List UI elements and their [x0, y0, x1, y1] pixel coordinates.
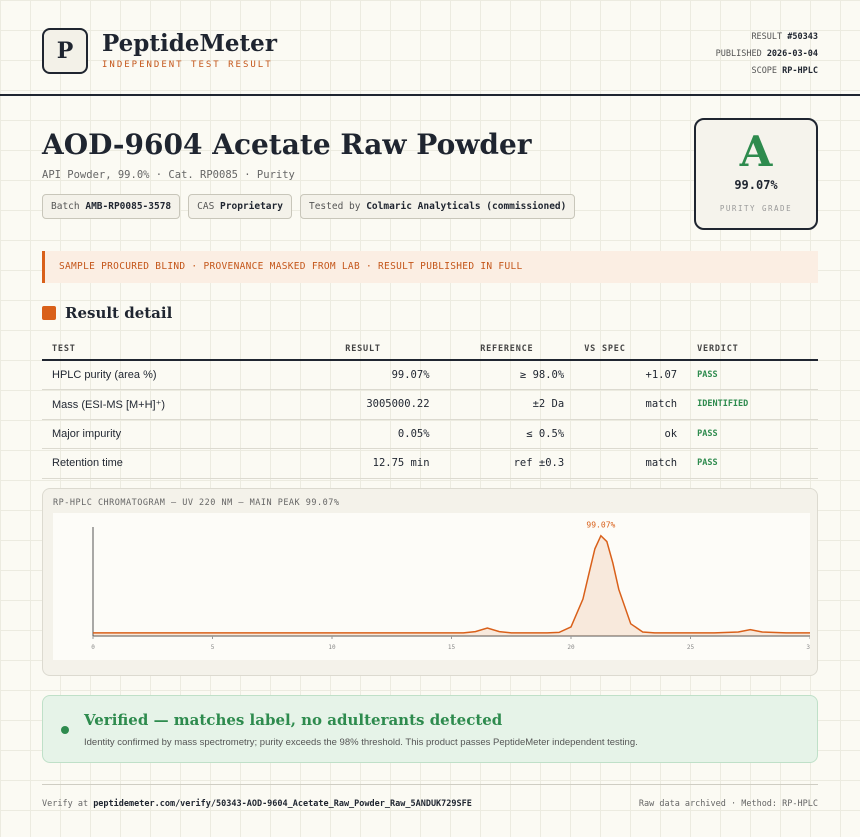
product-title: AOD-9604 Acetate Raw Powder: [42, 128, 532, 161]
x-tick-label: 30: [806, 644, 810, 651]
table-cell: ≥ 98.0%: [439, 360, 575, 390]
table-cell: ok: [574, 419, 688, 449]
table-cell: +1.07: [574, 360, 688, 390]
table-cell: Retention time: [42, 448, 287, 479]
section-title: Result detail: [65, 304, 173, 322]
table-cell: Mass (ESI-MS [M+H]⁺): [42, 389, 287, 420]
meta-row: SCOPE RP-HPLC: [716, 63, 818, 80]
chart-title: RP-HPLC CHROMATOGRAM — UV 220 NM — MAIN …: [53, 498, 340, 508]
table-cell: PASS: [687, 419, 818, 449]
chip-label: Batch: [51, 201, 80, 212]
brand: PeptideMeter: [102, 30, 277, 57]
meta: RESULT #50343 PUBLISHED 2026-03-04 SCOPE…: [716, 29, 818, 80]
column-header: REFERENCE: [439, 338, 575, 361]
x-tick-label: 10: [328, 644, 336, 651]
table-cell: 3005000.22: [286, 389, 440, 420]
product-subtitle: API Powder, 99.0% · Cat. RP0085 · Purity: [42, 169, 295, 181]
meta-row: PUBLISHED 2026-03-04: [716, 46, 818, 63]
meta-label: PUBLISHED: [715, 49, 762, 59]
x-tick-label: 5: [211, 644, 215, 651]
verified-box: [42, 695, 818, 763]
table-cell: PASS: [687, 448, 818, 479]
table-cell: IDENTIFIED: [687, 389, 818, 420]
verify-url: peptidemeter.com/verify/50343-AOD-9604_A…: [93, 799, 472, 809]
peak-label: 99.07%: [586, 521, 615, 530]
column-header: RESULT: [286, 338, 440, 361]
table-row: Mass (ESI-MS [M+H]⁺) 3005000.22 ±2 Da match…: [42, 389, 818, 420]
grade-card: A 99.07% PURITY GRADE: [694, 118, 818, 230]
footer-right: Raw data archived · Method: RP-HPLC: [638, 799, 818, 809]
x-tick-label: 25: [687, 644, 695, 651]
chart: 0 5 10 15 20 25 30 99.07%: [53, 513, 810, 660]
table-cell: 99.07%: [286, 360, 440, 390]
section-icon: [42, 306, 56, 320]
table-cell: HPLC purity (area %): [42, 360, 287, 390]
table-row: Major impurity 0.05% ≤ 0.5% ok PASS: [42, 419, 818, 449]
grade-label: PURITY GRADE: [719, 204, 793, 213]
table-cell: match: [574, 448, 688, 479]
meta-value: #50343: [787, 32, 818, 42]
meta-row: RESULT #50343: [716, 29, 818, 46]
table-cell: 0.05%: [286, 419, 440, 449]
notice: SAMPLE PROCURED BLIND · PROVENANCE MASKE…: [42, 251, 818, 283]
table-cell: ≤ 0.5%: [439, 419, 575, 449]
logo: P: [42, 28, 88, 74]
table-body: HPLC purity (area %) 99.07% ≥ 98.0% +1.07 PA…: [42, 360, 818, 479]
tagline: INDEPENDENT TEST RESULT: [102, 60, 273, 70]
chip-value: AMB-RP0085-3578: [85, 201, 172, 212]
table-cell: Major impurity: [42, 419, 287, 449]
trace: [93, 534, 810, 634]
verified-title: Verified — matches label, no adulterants…: [84, 711, 503, 729]
table-cell: ref ±0.3: [439, 448, 575, 479]
chip-label: Tested by: [308, 201, 361, 212]
table-row: Retention time 12.75 min ref ±0.3 match PASS: [42, 448, 818, 479]
chip: CAS Proprietary: [188, 194, 292, 219]
table-cell: 12.75 min: [286, 448, 440, 479]
chips: Batch AMB-RP0085-3578 CAS Proprietary Te…: [42, 194, 576, 219]
x-tick-label: 20: [567, 644, 575, 651]
grade-value: 99.07%: [734, 178, 778, 192]
meta-value: RP-HPLC: [782, 66, 818, 76]
column-header: VS SPEC: [574, 338, 688, 361]
meta-label: SCOPE: [751, 66, 778, 76]
plot-bg: [53, 513, 810, 660]
meta-label: RESULT: [751, 32, 783, 42]
x-tick-label: 15: [448, 644, 456, 651]
result-table: TEST RESULT REFERENCE VS SPEC VERDICT HPLC pu…: [42, 338, 818, 479]
verify-prefix: Verify at: [42, 799, 89, 809]
chip-value: Colmaric Analyticals (commissioned): [366, 201, 567, 212]
x-tick-label: 0: [91, 644, 95, 651]
column-header: TEST: [42, 338, 287, 361]
chip: Batch AMB-RP0085-3578: [42, 194, 181, 219]
grade-letter: A: [739, 127, 773, 176]
table-row: HPLC purity (area %) 99.07% ≥ 98.0% +1.07 PA…: [42, 360, 818, 390]
chip-label: CAS: [197, 201, 215, 212]
verified-text: Identity confirmed by mass spectrometry;…: [84, 737, 638, 748]
table-cell: PASS: [687, 360, 818, 390]
chip-value: Proprietary: [220, 201, 283, 212]
meta-value: 2026-03-04: [766, 49, 818, 59]
column-header: VERDICT: [687, 338, 818, 361]
verified-dot: [61, 726, 69, 734]
section-heading: Result detail: [42, 304, 172, 322]
chip: Tested by Colmaric Analyticals (commissi…: [299, 194, 576, 219]
footer-left: Verify at peptidemeter.com/verify/50343-…: [42, 799, 472, 809]
table-cell: match: [574, 389, 688, 420]
header-row: TEST RESULT REFERENCE VS SPEC VERDICT: [42, 338, 818, 361]
rule: [42, 784, 818, 785]
table-cell: ±2 Da: [439, 389, 575, 420]
rule: [0, 94, 860, 96]
